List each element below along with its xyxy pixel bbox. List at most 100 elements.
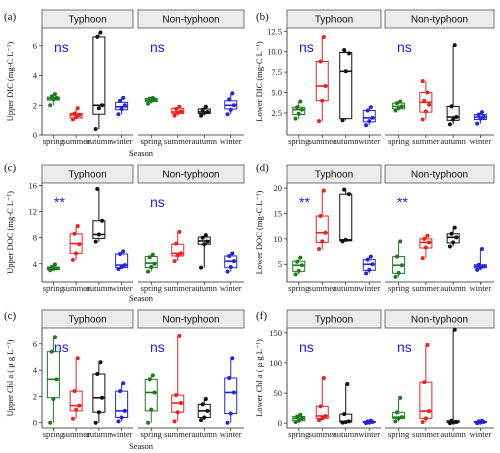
data-point: [296, 418, 301, 423]
data-point: [367, 267, 372, 272]
x-tick-label: winter: [470, 283, 492, 293]
data-point: [150, 95, 155, 100]
data-point: [481, 115, 486, 120]
significance-label: ns: [54, 339, 69, 355]
box-spring: spring: [388, 99, 410, 146]
data-point: [121, 249, 126, 254]
box-autumn: autumn: [440, 327, 467, 439]
data-point: [427, 409, 432, 414]
data-point: [398, 395, 403, 400]
data-point: [343, 419, 348, 424]
data-point: [427, 102, 432, 107]
panel-tag: (f): [256, 310, 267, 322]
data-point: [199, 418, 204, 423]
box-winter: winter: [470, 247, 492, 293]
facet-strip: [384, 309, 495, 329]
data-point: [317, 247, 322, 251]
data-point: [96, 232, 101, 237]
box-iqr: [315, 60, 329, 102]
box-summer: summer: [164, 229, 192, 293]
facet-strip-label: Typhoon: [315, 15, 353, 26]
box-spring: spring: [388, 239, 410, 293]
data-point: [116, 112, 121, 117]
significance-label: ns: [150, 39, 165, 55]
y-tick-label: 5: [278, 259, 282, 269]
data-point: [478, 116, 483, 121]
y-tick-label: 2: [33, 100, 37, 110]
x-tick-label: winter: [220, 136, 242, 146]
data-point: [452, 327, 457, 332]
significance-label: ns: [299, 339, 314, 355]
facet-strip-label: Typhoon: [68, 15, 106, 26]
facet-non-typhoon: Non-typhoon ns spring summer autumn winter: [384, 309, 495, 439]
x-tick-label: summer: [309, 429, 337, 439]
data-point: [54, 377, 59, 382]
x-tick-label: winter: [111, 283, 133, 293]
data-point: [420, 256, 425, 261]
data-point: [72, 389, 77, 394]
facet-strip-label: Typhoon: [68, 315, 106, 326]
x-tick-label: spring: [288, 429, 310, 439]
x-tick-label: autumn: [333, 283, 359, 293]
data-point: [318, 404, 323, 409]
data-point: [425, 90, 430, 95]
box-iqr: [115, 390, 129, 418]
y-tick-label: 4: [33, 71, 38, 81]
data-point: [150, 373, 155, 378]
box-iqr: [315, 215, 329, 243]
y-tick-label: 2: [33, 391, 37, 401]
y-tick-label: 100: [269, 358, 282, 368]
box-summer: summer: [62, 356, 90, 439]
y-tick-label: 10.0: [267, 47, 282, 57]
data-point: [230, 251, 235, 256]
data-point: [146, 101, 151, 106]
facet-strip: [41, 309, 134, 329]
y-axis-title: Upper DIC (mg-C L⁻¹): [5, 42, 15, 122]
x-tick-label: spring: [388, 429, 410, 439]
data-point: [398, 239, 403, 244]
data-point: [147, 255, 152, 260]
box-winter: winter: [111, 381, 133, 439]
x-tick-label: summer: [309, 136, 337, 146]
data-point: [174, 106, 179, 111]
significance-label: ns: [397, 339, 412, 355]
data-point: [231, 103, 236, 108]
data-point: [479, 247, 484, 251]
panel-3: (c)Upper DOC (mg-C L⁻¹) 481216SeasonTypho…: [4, 162, 245, 303]
box-winter: winter: [220, 91, 242, 146]
data-point: [203, 233, 208, 238]
data-point: [202, 415, 207, 420]
data-point: [425, 342, 430, 347]
data-point: [476, 262, 481, 267]
data-point: [368, 105, 373, 110]
data-point: [52, 92, 57, 97]
data-point: [98, 360, 103, 365]
x-tick-label: winter: [111, 136, 133, 146]
data-point: [75, 223, 80, 228]
data-point: [293, 272, 298, 277]
box-summer: summer: [62, 106, 90, 146]
x-tick-label: spring: [388, 283, 410, 293]
panel-6: (f) Lower Chl a ( μ g L⁻¹) 0 50 100 150 Typhoo…: [254, 309, 495, 439]
data-point: [475, 267, 480, 272]
data-point: [396, 270, 401, 275]
data-point: [205, 109, 210, 114]
box-summer: summer: [164, 104, 192, 146]
x-tick-label: spring: [288, 136, 310, 146]
x-tick-label: winter: [358, 283, 380, 293]
box-autumn: autumn: [333, 187, 359, 293]
box-spring: spring: [141, 95, 163, 146]
box-autumn: autumn: [192, 397, 218, 439]
data-point: [317, 418, 322, 423]
data-point: [74, 115, 79, 120]
data-point: [77, 242, 82, 247]
data-point: [298, 255, 303, 260]
y-tick-label: 10: [274, 234, 283, 244]
data-point: [121, 381, 126, 386]
x-tick-label: winter: [220, 283, 242, 293]
facet-strip: [41, 9, 134, 29]
data-point: [118, 389, 123, 394]
facet-strip: [137, 164, 245, 184]
